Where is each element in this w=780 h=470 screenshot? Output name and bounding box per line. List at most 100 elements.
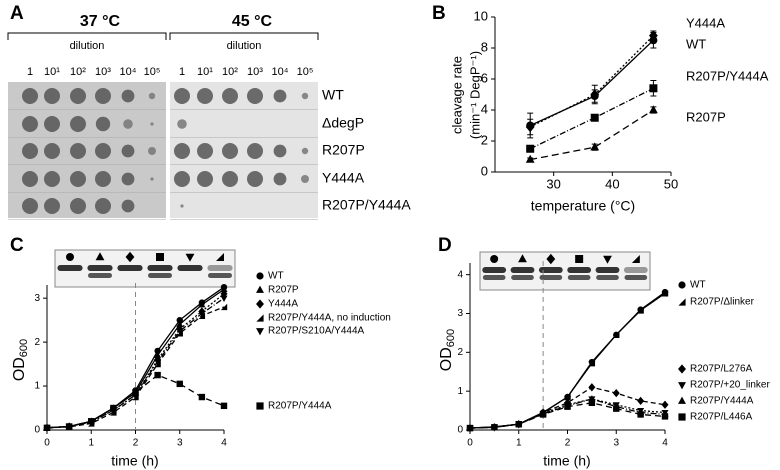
- spot: [197, 171, 213, 187]
- spot: [22, 88, 38, 104]
- x-tick-label: 1: [516, 438, 522, 449]
- data-point: [661, 413, 669, 420]
- x-tick-label: 3: [177, 438, 183, 449]
- data-point: [110, 404, 117, 412]
- temperature-label: 45 °C: [232, 13, 273, 30]
- legend-marker: [678, 281, 686, 289]
- strain-label: R207P: [322, 142, 365, 158]
- spot: [174, 88, 190, 104]
- lane-symbol: [125, 251, 135, 263]
- dilution-tick-label: 10³: [247, 66, 263, 78]
- spot: [121, 144, 135, 158]
- spot: [123, 119, 133, 129]
- gel-band: [623, 267, 648, 273]
- plate-photo: [170, 82, 318, 218]
- data-point: [466, 424, 474, 432]
- data-point: [564, 403, 571, 410]
- legend-marker: [678, 413, 686, 421]
- strain-label: ΔdegP: [322, 115, 364, 131]
- y-axis-label: cleavage rate: [449, 56, 464, 134]
- gel-band: [147, 265, 173, 271]
- panel-letter: B: [432, 3, 446, 24]
- legend-marker: [256, 272, 264, 280]
- gel-band: [482, 267, 507, 273]
- data-point: [65, 423, 73, 430]
- y-axis-label-sub: 600: [445, 329, 457, 347]
- series-line: [529, 35, 654, 128]
- spot: [70, 143, 86, 159]
- data-point: [176, 380, 183, 388]
- spot: [273, 89, 287, 103]
- gel-band: [624, 275, 648, 280]
- legend-label: WT: [690, 280, 706, 291]
- spot: [121, 172, 135, 186]
- data-point: [588, 383, 596, 392]
- x-tick-label: 2: [565, 438, 571, 449]
- y-tick-label: 10: [474, 8, 488, 23]
- dilution-tick-label: 1: [179, 66, 185, 78]
- x-tick-label: 1: [88, 438, 94, 449]
- lane-symbol: [603, 255, 612, 264]
- data-point: [590, 92, 599, 101]
- data-point: [649, 84, 658, 93]
- x-tick-label: 3: [613, 438, 619, 449]
- dilution-tick-label: 10²: [70, 66, 86, 78]
- x-axis-label: temperature (°C): [531, 198, 635, 214]
- gel-band: [148, 273, 172, 278]
- gel-band: [510, 267, 535, 273]
- y-tick-label: 3: [457, 308, 463, 319]
- data-point: [154, 371, 161, 379]
- data-point: [649, 36, 658, 45]
- legend-label: R207P/S210A/Y444A: [268, 326, 365, 337]
- data-point: [491, 424, 498, 431]
- dilution-tick-label: 1: [27, 66, 33, 78]
- spot: [70, 88, 86, 104]
- y-tick-label: 0: [457, 425, 463, 436]
- temperature-label: 37 °C: [80, 13, 121, 30]
- data-point: [515, 420, 522, 428]
- y-tick-label: 0: [481, 163, 488, 178]
- legend-label: WT: [268, 271, 284, 282]
- legend-marker: [256, 402, 264, 410]
- data-point: [220, 295, 228, 303]
- lane-symbol: [66, 253, 74, 261]
- spot: [301, 175, 309, 183]
- dilution-tick-label: 10¹: [197, 66, 213, 78]
- gel-inset: [479, 251, 651, 291]
- panel-letter: A: [10, 3, 24, 24]
- data-point: [588, 360, 596, 367]
- gel-inset: [54, 249, 236, 288]
- spot: [197, 88, 213, 104]
- dilution-tick-label: 10⁴: [272, 66, 289, 78]
- data-point: [154, 359, 162, 366]
- data-point: [613, 331, 620, 339]
- spot: [222, 88, 238, 104]
- y-tick-label: 0: [34, 425, 40, 436]
- lane-symbol: [518, 254, 527, 263]
- data-point: [176, 328, 184, 335]
- spot: [95, 198, 111, 214]
- legend-label: R207P/Δlinker: [690, 297, 755, 308]
- spot: [174, 171, 190, 187]
- spot: [150, 177, 154, 181]
- dilution-tick-label: 10¹: [44, 66, 60, 78]
- spot: [44, 116, 60, 132]
- gel-band: [57, 265, 83, 271]
- spot: [121, 199, 135, 213]
- dilution-label: dilution: [70, 40, 105, 52]
- y-tick-label: 2: [457, 347, 463, 358]
- spot: [222, 171, 238, 187]
- dilution-tick-label: 10³: [95, 66, 111, 78]
- spot: [95, 143, 111, 159]
- gel-band: [539, 275, 563, 280]
- gel-band: [596, 275, 619, 280]
- lane-symbol: [631, 255, 640, 263]
- data-point: [564, 393, 571, 401]
- spot: [70, 116, 86, 132]
- spot: [95, 88, 111, 104]
- gel-band: [177, 265, 203, 271]
- x-tick-label: 4: [221, 438, 227, 449]
- spot: [44, 143, 60, 159]
- legend-label: R207P/Y444A: [686, 68, 769, 83]
- spot: [22, 198, 38, 214]
